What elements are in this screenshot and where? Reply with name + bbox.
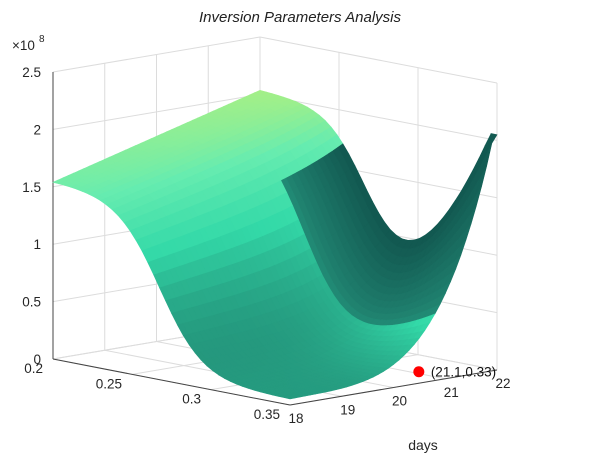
grid-line (259, 93, 498, 141)
x-axis-label: days (408, 437, 438, 453)
z-tick-label: 2 (33, 122, 41, 137)
y-tick-label: 0.2 (24, 361, 43, 376)
y-tick-label: 0.25 (96, 376, 122, 391)
z-tick-label: 1.5 (22, 180, 41, 195)
z-tick-label: 0 (33, 352, 41, 367)
surface-plot (52, 89, 498, 400)
grid-line (259, 36, 498, 84)
y-tick-label: 0.35 (254, 407, 280, 422)
z-tick-label: 1 (33, 237, 41, 252)
grid-line (52, 36, 261, 73)
y-tick-label: 0.3 (182, 392, 201, 407)
grid-line (52, 93, 261, 130)
y-axis-line (52, 358, 291, 406)
marker-label: (21.1,0.33) (431, 365, 496, 380)
chart-title: Inversion Parameters Analysis (199, 9, 402, 26)
x-tick-label: 19 (340, 402, 355, 417)
z-exponent-power: 8 (39, 34, 45, 45)
x-axis-line (289, 369, 498, 406)
z-tick-label: 2.5 (22, 65, 41, 80)
x-tick-label: 18 (288, 411, 303, 426)
z-tick-label: 0.5 (22, 295, 41, 310)
x-tick-label: 21 (444, 385, 459, 400)
z-exponent-base: ×10 (12, 38, 35, 53)
axis-ticks: 18 19 20 21 22 0.2 0.25 0.3 0.35 0 0.5 1 1.5 2 2.5 (22, 65, 510, 426)
marker-point (413, 366, 425, 378)
surface-patch (284, 396, 296, 400)
x-tick-label: 20 (392, 394, 407, 409)
x-tick-label: 22 (495, 376, 510, 391)
